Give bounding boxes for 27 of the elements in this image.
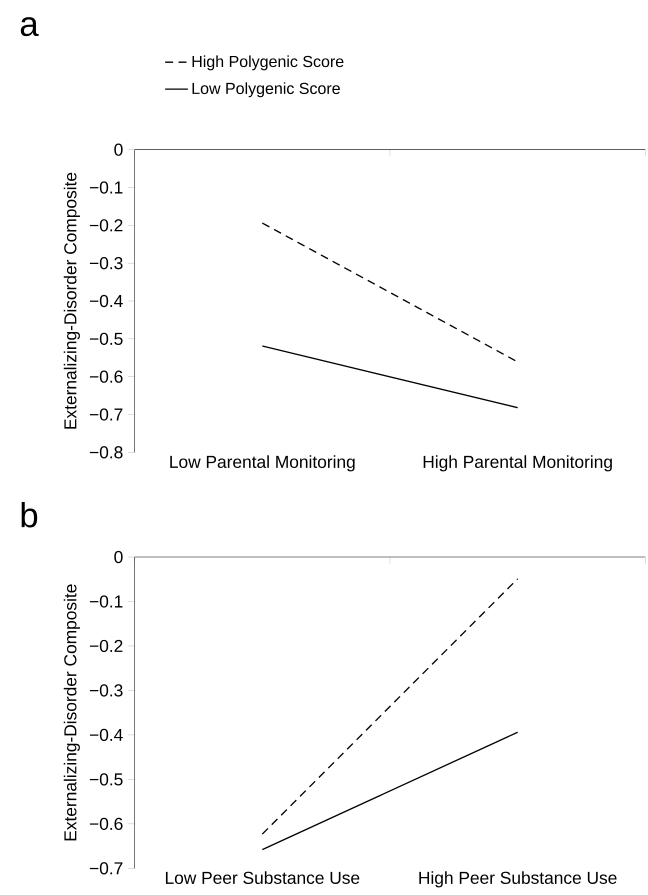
y-tick-label: −0.2 [90, 640, 122, 652]
y-tick-label: −0.8 [90, 446, 123, 458]
legend-label: Low Polygenic Score [192, 82, 340, 98]
chart-title: a [20, 17, 39, 36]
y-tick-label: −0.6 [90, 818, 123, 830]
y-tick-label: 0 [114, 550, 123, 564]
y-axis-title: Externalizing-Disorder Composite [64, 172, 80, 429]
x-tick-label: Low Parental Monitoring [170, 455, 355, 472]
y-tick-label: −0.4 [90, 728, 123, 742]
y-tick-label: −0.7 [90, 862, 122, 874]
y-tick-label: −0.3 [90, 257, 123, 270]
y-tick-label: −0.2 [90, 219, 122, 232]
y-tick-label: 0 [114, 144, 123, 156]
y-tick-label: −0.4 [90, 294, 123, 308]
y-tick-label: −0.6 [90, 370, 123, 383]
y-tick-label: −0.3 [90, 684, 123, 697]
y-tick-label: −0.7 [90, 408, 122, 421]
x-tick-label: Low Peer Substance Use [166, 871, 360, 884]
y-tick-label: −0.1 [90, 181, 122, 194]
legend-label: High Polygenic Score [192, 55, 344, 70]
x-tick-label: High Parental Monitoring [424, 455, 612, 472]
y-tick-label: −0.5 [90, 332, 123, 345]
y-tick-label: −0.1 [90, 595, 122, 608]
chart-title: b [22, 502, 38, 528]
y-axis-title: Externalizing-Disorder Composite [64, 584, 80, 840]
y-tick-label: −0.5 [90, 773, 123, 786]
x-tick-label: High Peer Substance Use [419, 871, 617, 888]
